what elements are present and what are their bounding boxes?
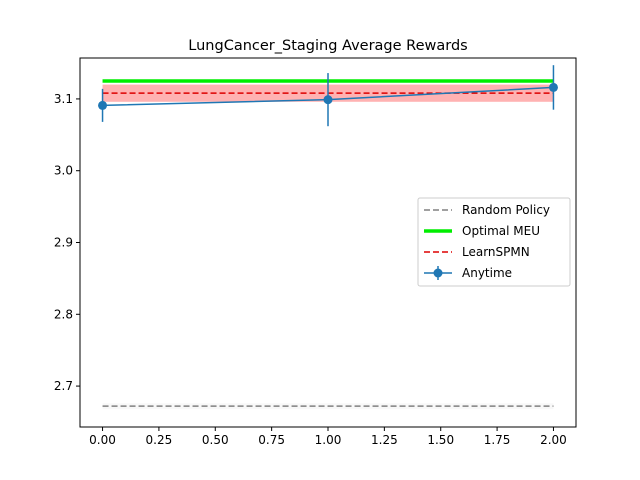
anytime-markers [98,82,558,110]
x-axis: 0.00 0.25 0.50 0.75 1.00 1.25 1.50 1.75 2.00 [89,427,567,447]
y-axis: 2.7 2.8 2.9 3.0 3.1 [54,92,80,393]
x-tick-label: 0.25 [146,433,173,447]
x-tick-label: 1.00 [315,433,342,447]
x-tick-label: 1.25 [371,433,398,447]
legend-anytime-label: Anytime [462,266,512,280]
y-tick-label: 2.7 [54,379,73,393]
anytime-point [323,95,333,105]
y-tick-label: 3.1 [54,92,73,106]
x-tick-label: 0.75 [258,433,285,447]
anytime-point [98,100,108,110]
y-tick-label: 3.0 [54,164,73,178]
x-tick-label: 1.75 [484,433,511,447]
x-tick-label: 2.00 [540,433,567,447]
legend-anytime-marker [433,268,443,278]
legend-random-policy-label: Random Policy [462,203,550,217]
x-tick-label: 0.00 [89,433,116,447]
y-tick-label: 2.8 [54,307,73,321]
x-tick-label: 1.50 [427,433,454,447]
x-tick-label: 0.50 [202,433,229,447]
legend: Random Policy Optimal MEU LearnSPMN Anytime [417,197,571,287]
legend-learnspmn-label: LearnSPMN [462,245,530,259]
chart-title: LungCancer_Staging Average Rewards [188,38,467,54]
legend-optimal-meu-label: Optimal MEU [462,224,540,238]
y-tick-label: 2.9 [54,236,73,250]
legend-box [417,197,571,287]
anytime-point [548,82,558,92]
